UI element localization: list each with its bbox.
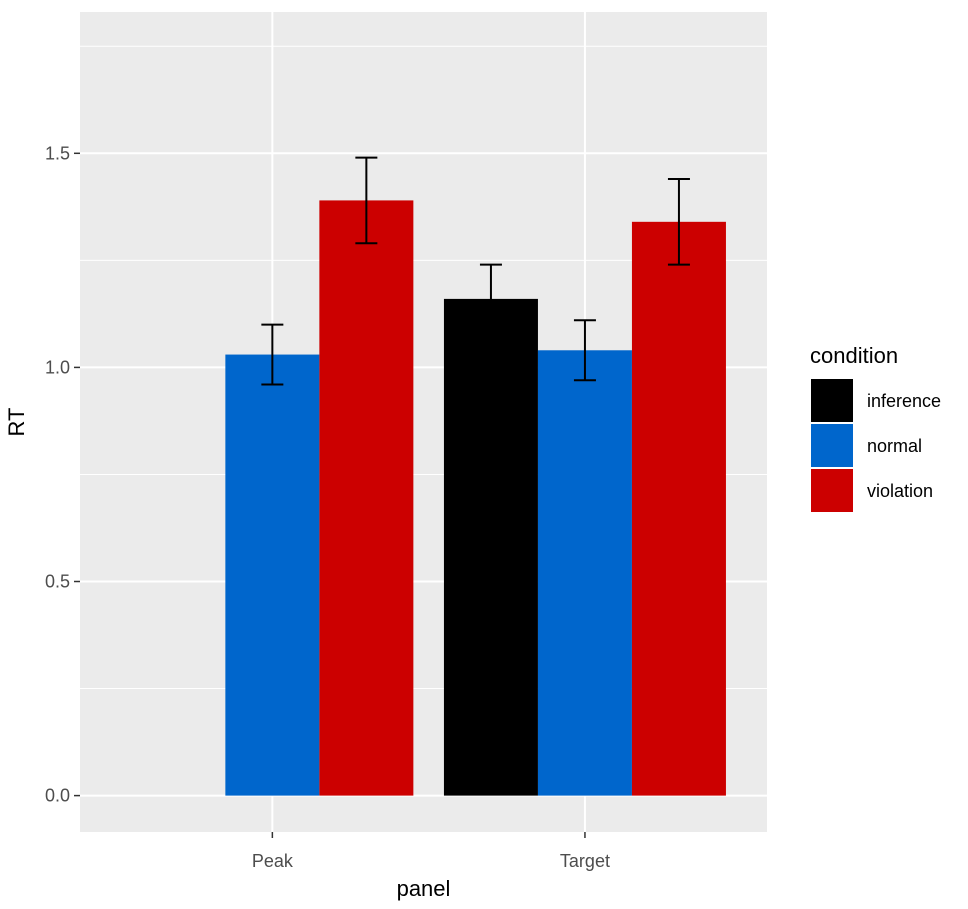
errorbar-peak-violation bbox=[355, 156, 378, 245]
y-tick-label: 0.0 bbox=[45, 786, 70, 806]
legend-key-violation bbox=[811, 469, 853, 512]
x-axis-title: panel bbox=[397, 876, 451, 901]
legend-title: condition bbox=[810, 343, 898, 368]
legend-label-inference: inference bbox=[867, 391, 941, 411]
error-bars bbox=[261, 156, 690, 386]
x-tick-label: Target bbox=[560, 851, 610, 871]
bar-peak-normal bbox=[225, 354, 320, 796]
legend-key-inference bbox=[811, 379, 853, 422]
x-tick-label: Peak bbox=[252, 851, 294, 871]
y-axis: 0.0 0.5 1.0 1.5 bbox=[45, 143, 80, 806]
legend-label-normal: normal bbox=[867, 436, 922, 456]
bar-target-inference bbox=[443, 298, 538, 796]
errorbar-peak-normal bbox=[261, 323, 284, 386]
bar-target-violation bbox=[631, 221, 726, 796]
x-axis: Peak Target bbox=[252, 832, 610, 871]
legend: condition inference normal violation bbox=[810, 343, 941, 512]
y-tick-label: 1.5 bbox=[45, 143, 70, 163]
y-axis-title: RT bbox=[4, 408, 29, 437]
bar-peak-violation bbox=[319, 200, 414, 796]
bar-target-normal bbox=[537, 350, 632, 796]
y-tick-label: 0.5 bbox=[45, 572, 70, 592]
bars bbox=[225, 200, 726, 796]
y-tick-label: 1.0 bbox=[45, 357, 70, 377]
legend-key-normal bbox=[811, 424, 853, 467]
errorbar-target-inference bbox=[479, 263, 502, 335]
errorbar-target-violation bbox=[667, 177, 690, 266]
errorbar-target-normal bbox=[573, 319, 596, 382]
legend-label-violation: violation bbox=[867, 481, 933, 501]
